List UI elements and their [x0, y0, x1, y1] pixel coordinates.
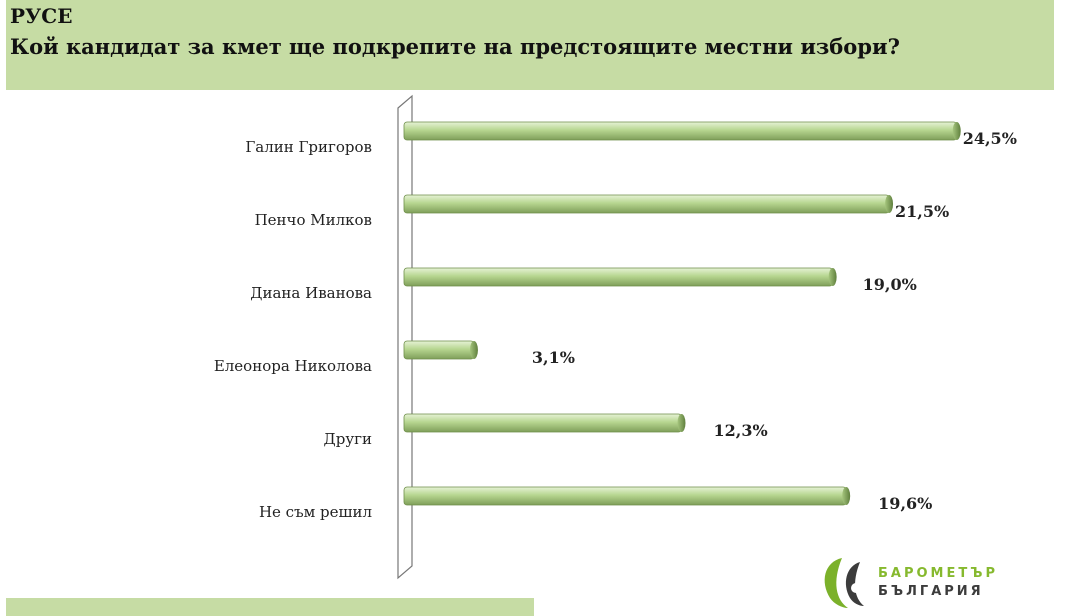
value-label-5: 19,6%	[878, 494, 932, 513]
logo-text-line1: БАРОМЕТЪР	[878, 566, 998, 581]
survey-question: Кой кандидат за кмет ще подкрепите на пр…	[10, 34, 900, 59]
category-label-4: Други	[324, 430, 372, 448]
bar-cap-4	[677, 414, 686, 432]
value-label-2: 19,0%	[863, 275, 917, 294]
value-label-4: 12,3%	[713, 421, 767, 440]
axis-wall	[397, 94, 413, 580]
barometer-logo: БАРОМЕТЪР БЪЛГАРИЯ	[812, 554, 1062, 610]
bar-1	[403, 194, 890, 214]
category-label-1: Пенчо Милков	[255, 211, 372, 229]
bar-0	[403, 121, 958, 141]
bar-chart: Галин Григоров Пенчо Милков Диана Иванова Е…	[214, 94, 1017, 580]
logo-icon	[824, 558, 864, 608]
bar-4	[403, 413, 682, 433]
value-label-3: 3,1%	[532, 348, 575, 367]
bar-3	[403, 340, 475, 360]
category-label-2: Диана Иванова	[250, 284, 372, 302]
bar-cap-5	[842, 487, 851, 505]
logo-text-line2: БЪЛГАРИЯ	[878, 584, 984, 599]
footer-band	[6, 598, 534, 616]
bar-cap-1	[885, 195, 894, 213]
region-title: РУСЕ	[10, 4, 73, 28]
value-label-0: 24,5%	[963, 129, 1017, 148]
bar-2	[403, 267, 834, 287]
bar-5	[403, 486, 847, 506]
category-label-5: Не съм решил	[259, 503, 372, 521]
bar-cap-3	[469, 341, 478, 359]
value-label-1: 21,5%	[895, 202, 949, 221]
bar-cap-0	[952, 122, 961, 140]
bar-cap-2	[828, 268, 837, 286]
category-label-3: Елеонора Николова	[214, 357, 372, 375]
header-band: РУСЕ Кой кандидат за кмет ще подкрепите …	[6, 0, 1054, 90]
category-label-0: Галин Григоров	[245, 138, 372, 156]
